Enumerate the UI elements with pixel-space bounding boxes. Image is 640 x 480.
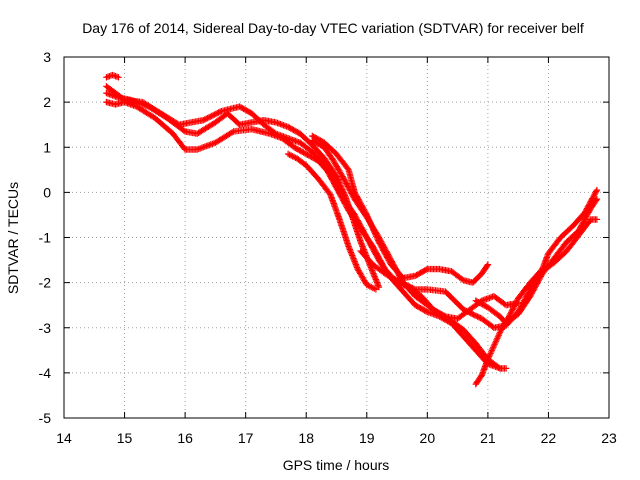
x-tick-label: 15 <box>117 430 133 446</box>
x-tick-label: 22 <box>541 430 557 446</box>
series-track-7 <box>284 150 380 293</box>
series-track-6 <box>309 137 504 372</box>
chart-title: Day 176 of 2014, Sidereal Day-to-day VTE… <box>82 20 584 36</box>
y-tick-label: 3 <box>43 49 51 65</box>
y-tick-label: -4 <box>39 365 52 381</box>
marker-path <box>284 150 380 293</box>
marker-path <box>103 71 122 81</box>
x-tick-labels: 14 15 16 17 18 19 20 21 22 23 <box>56 430 617 446</box>
x-axis-title: GPS time / hours <box>283 457 390 473</box>
axis-ticks <box>63 56 610 419</box>
x-tick-label: 18 <box>298 430 314 446</box>
marker-path <box>309 137 504 372</box>
x-tick-label: 17 <box>238 430 254 446</box>
marker-path <box>472 186 601 388</box>
y-tick-label: -2 <box>39 275 52 291</box>
x-tick-label: 21 <box>480 430 496 446</box>
y-axis-title: SDTVAR / TECUs <box>5 182 21 294</box>
x-tick-label: 20 <box>420 430 436 446</box>
y-tick-label: -1 <box>39 230 52 246</box>
y-tick-labels: -5 -4 -3 -2 -1 0 1 2 3 <box>39 49 52 426</box>
series-track-4 <box>103 98 510 372</box>
y-tick-label: 0 <box>43 184 51 200</box>
y-tick-label: -3 <box>39 320 52 336</box>
x-tick-label: 19 <box>359 430 375 446</box>
series-track-10 <box>472 195 601 327</box>
y-tick-label: 2 <box>43 94 51 110</box>
marker-path <box>472 195 601 327</box>
x-tick-label: 23 <box>601 430 617 446</box>
series-track-9 <box>472 186 601 388</box>
marker-path <box>103 98 510 372</box>
series-track-1 <box>103 71 122 81</box>
x-tick-label: 16 <box>177 430 193 446</box>
x-tick-label: 14 <box>56 430 72 446</box>
data-points <box>103 71 601 388</box>
y-tick-label: -5 <box>39 410 52 426</box>
y-tick-label: 1 <box>43 139 51 155</box>
